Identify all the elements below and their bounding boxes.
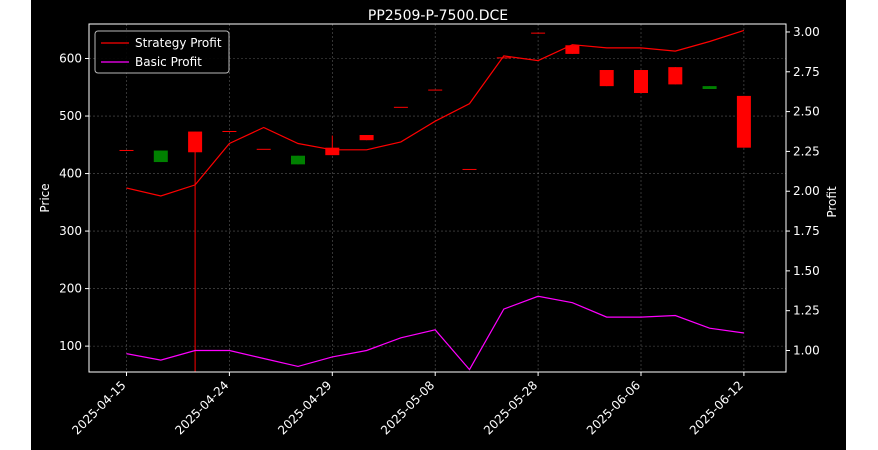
y-tick-label: 400 [59,167,82,181]
candle-body [634,70,648,94]
x-tick-label: 2025-04-24 [172,378,231,437]
y-tick-label: 500 [59,109,82,123]
y-axis-label: Price [38,183,52,212]
y2-tick-label: 3.00 [793,25,820,39]
y2-tick-label: 1.75 [793,224,820,238]
candle-body [668,67,683,85]
candle-body [702,86,717,89]
chart-svg: PP2509-P-7500.DCE 2025-04-15 2025-04-24 20… [38,8,839,437]
legend: Strategy Profit Basic Profit [94,30,230,74]
candle-body [153,150,168,163]
legend-label-basic: Basic Profit [135,55,202,69]
candle-body [462,168,477,170]
candle-body [428,89,443,91]
series-lines [126,29,745,371]
candle-body [565,45,580,54]
x-tick-label: 2025-05-28 [481,378,540,437]
candle-body [291,155,305,165]
legend-label-strategy: Strategy Profit [135,36,222,50]
strategy-profit-line [126,29,745,197]
y2-tick-label: 1.00 [793,343,820,357]
candle-body [393,106,408,108]
candle-body [188,131,203,153]
y2-tick-label: 2.00 [793,184,820,198]
chart-title: PP2509-P-7500.DCE [368,8,508,24]
y-tick-label: 200 [59,282,82,296]
x-tick-label: 2025-06-12 [687,378,746,437]
y2-tick-label: 2.75 [793,65,820,79]
y2-tick-label: 2.50 [793,105,820,119]
candle-body [119,149,134,151]
y-tick-label: 300 [59,224,82,238]
x-tick-label: 2025-05-08 [378,378,437,437]
x-tick-label: 2025-04-15 [69,378,128,437]
candle-body [359,135,374,141]
candle-body [496,57,511,59]
y2-tick-label: 2.25 [793,144,820,158]
candles [119,32,751,372]
y2-axis-label: Profit [825,186,839,218]
figure: PP2509-P-7500.DCE 2025-04-15 2025-04-24 20… [31,0,846,450]
candle-body [256,148,271,150]
x-tick-label: 2025-06-06 [584,378,643,437]
basic-profit-line [126,295,744,371]
y-tick-label: 100 [59,339,82,353]
candle-body [325,147,340,156]
y2-tick-label: 1.50 [793,264,820,278]
candle-body [222,130,237,132]
candle-body [736,95,751,148]
y-tick-label: 600 [59,52,82,66]
y2-tick-label: 1.25 [793,304,820,318]
plot-frame [88,23,787,373]
candle-body [531,32,546,34]
x-tick-label: 2025-04-29 [275,378,334,437]
candle-body [599,70,614,87]
